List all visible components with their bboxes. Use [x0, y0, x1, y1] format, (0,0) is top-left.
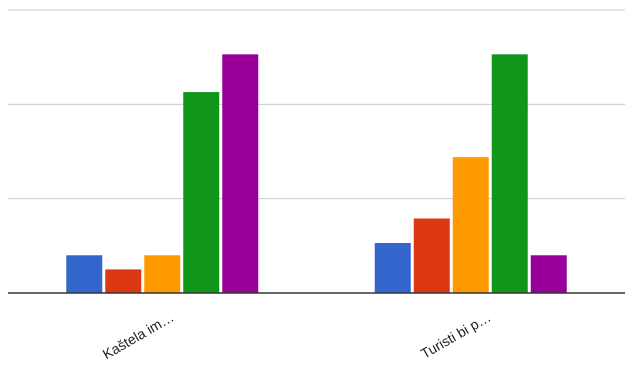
bar-cat1-series3: [491, 54, 528, 293]
x-tick-labels: Kaštela im… Turisti bi p…: [100, 309, 494, 363]
bar-cat0-series0: [66, 255, 103, 293]
x-tick-label-0: Kaštela im…: [100, 309, 177, 363]
bar-cat1-series0: [374, 243, 411, 293]
x-tick-label-1: Turisti bi p…: [418, 309, 494, 362]
bar-cat0-series1: [105, 269, 142, 293]
bar-cat0-series2: [144, 255, 181, 293]
bar-cat1-series1: [413, 218, 450, 293]
gridlines: [8, 9, 625, 200]
bars: [66, 54, 567, 293]
bar-cat1-series4: [530, 255, 567, 293]
bar-cat1-series2: [452, 157, 489, 293]
bar-cat0-series3: [183, 92, 220, 293]
bar-cat0-series4: [222, 54, 259, 293]
